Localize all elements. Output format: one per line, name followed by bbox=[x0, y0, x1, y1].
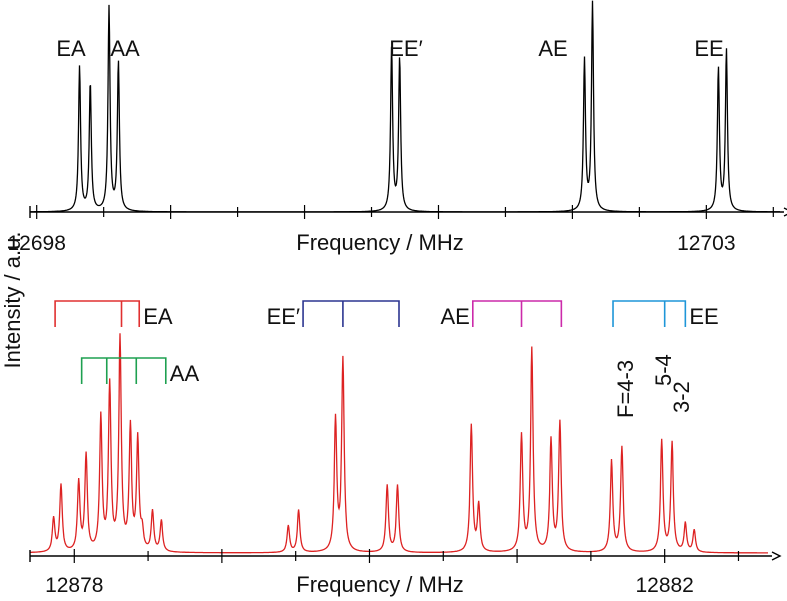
top-transition-label: EA bbox=[56, 36, 86, 61]
hyperfine-label: F=4-3 bbox=[613, 360, 638, 418]
bracket-label-eep: EE′ bbox=[267, 304, 300, 329]
bottom-spectrum-line bbox=[30, 333, 768, 554]
y-axis-label: Intensity / a.u. bbox=[0, 232, 25, 369]
bottom-tick-label: 12878 bbox=[45, 574, 103, 597]
top-x-axis-label: Frequency / MHz bbox=[296, 230, 464, 255]
bottom-spectrum-panel: 12878 12882 Frequency / MHz EA AA EE′ AE EE F=4-… bbox=[29, 300, 782, 597]
bracket-aa bbox=[80, 357, 167, 384]
top-transition-label: EE′ bbox=[389, 36, 422, 61]
top-transition-label: AE bbox=[538, 36, 567, 61]
bottom-tick-label: 12882 bbox=[635, 574, 693, 597]
hyperfine-label: 5-4 bbox=[651, 354, 676, 386]
bracket-ea bbox=[54, 300, 141, 327]
bracket-ae bbox=[472, 300, 563, 327]
top-tick-label: 12698 bbox=[7, 232, 65, 255]
bracket-label-ae: AE bbox=[440, 304, 469, 329]
bottom-x-axis-arrow bbox=[771, 551, 782, 561]
top-tick-label: 12703 bbox=[677, 232, 735, 255]
bracket-label-ee: EE bbox=[689, 304, 718, 329]
bracket-ee bbox=[612, 300, 687, 327]
bracket-eep bbox=[302, 300, 400, 327]
top-transition-label: AA bbox=[110, 36, 140, 61]
bracket-label-aa: AA bbox=[170, 361, 200, 386]
top-spectrum-line bbox=[30, 0, 780, 213]
bottom-x-axis-label: Frequency / MHz bbox=[296, 572, 464, 597]
top-spectrum-panel: 12698 12703 Frequency / MHz EA AA EE′ AE EE bbox=[7, 0, 787, 255]
bracket-label-ea: EA bbox=[143, 304, 173, 329]
hyperfine-label: 3-2 bbox=[669, 381, 694, 413]
top-transition-label: EE bbox=[694, 36, 723, 61]
